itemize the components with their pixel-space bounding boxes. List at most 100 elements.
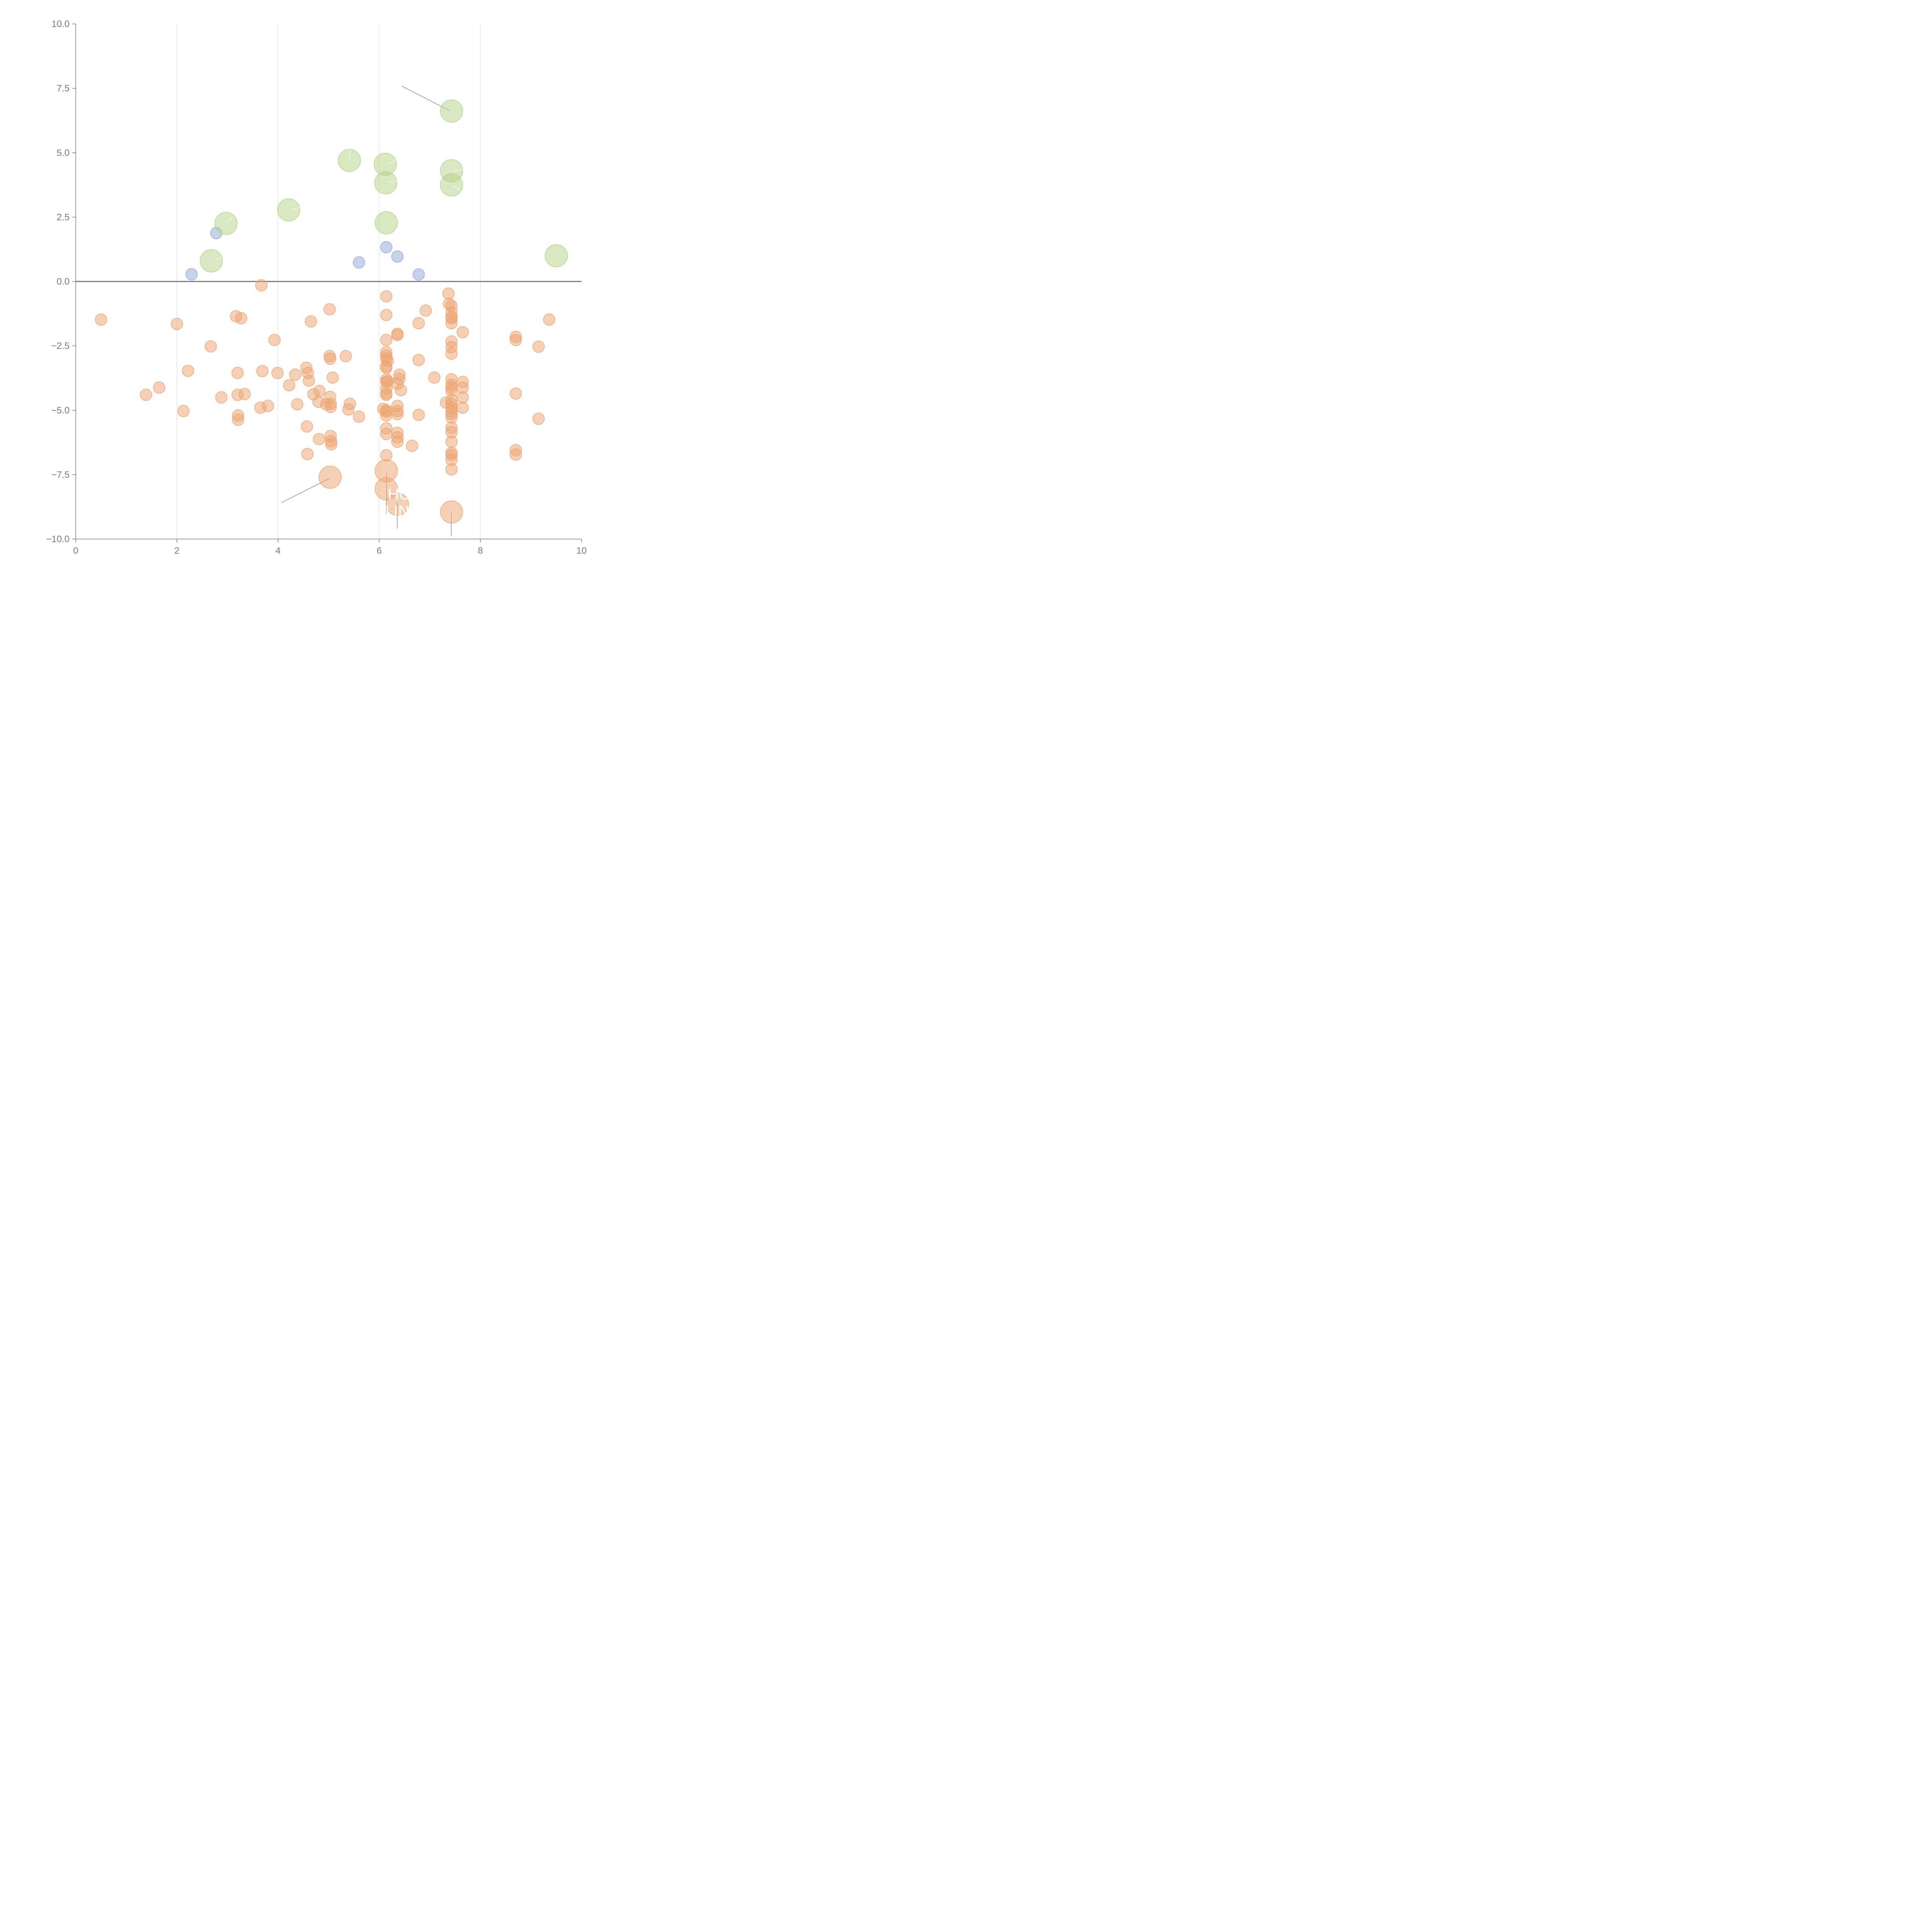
orange-point xyxy=(393,372,406,385)
green-point xyxy=(440,173,463,197)
orange-point xyxy=(140,389,152,401)
green-point xyxy=(200,249,223,272)
y-tick-label: 5.0 xyxy=(57,148,70,158)
orange-point xyxy=(344,398,356,410)
green-point xyxy=(374,171,398,194)
orange-point xyxy=(391,408,404,420)
orange-point xyxy=(420,304,432,317)
orange-point xyxy=(325,438,337,451)
orange-point xyxy=(323,303,336,316)
y-tick-label: 7.5 xyxy=(57,83,70,94)
orange-point xyxy=(380,428,393,440)
orange-point xyxy=(318,466,342,489)
orange-point xyxy=(327,371,339,384)
x-tick-label: 8 xyxy=(478,546,483,556)
orange-point xyxy=(391,435,404,448)
orange-point xyxy=(324,401,337,413)
y-tick-label: −2.5 xyxy=(51,341,70,351)
data-points xyxy=(95,99,568,524)
blue-point xyxy=(380,241,393,253)
orange-point xyxy=(543,313,555,326)
orange-point xyxy=(391,329,404,341)
inner-leader-line xyxy=(387,160,396,164)
orange-point xyxy=(440,500,463,524)
inner-leader-line xyxy=(452,169,463,171)
orange-point xyxy=(313,433,325,446)
orange-point xyxy=(238,388,251,400)
orange-point xyxy=(445,411,458,424)
orange-point xyxy=(412,408,425,421)
inner-leader-line xyxy=(213,257,222,261)
orange-point xyxy=(412,317,425,330)
orange-point xyxy=(395,384,407,396)
orange-point xyxy=(232,413,244,426)
orange-point xyxy=(380,389,393,401)
orange-point xyxy=(171,318,183,330)
orange-point xyxy=(510,448,522,461)
orange-point xyxy=(153,381,165,394)
blue-point xyxy=(353,256,365,269)
inner-leader-line xyxy=(291,207,301,210)
orange-point xyxy=(271,367,284,379)
orange-point xyxy=(301,420,313,433)
green-point xyxy=(544,244,568,267)
y-tick-label: 10.0 xyxy=(51,19,70,29)
green-point xyxy=(277,198,300,221)
orange-point xyxy=(456,326,469,338)
orange-point xyxy=(353,410,365,423)
blue-point xyxy=(412,268,425,281)
orange-point xyxy=(303,374,315,387)
orange-point xyxy=(256,365,269,378)
orange-point xyxy=(380,290,393,303)
orange-point xyxy=(380,409,393,422)
orange-point xyxy=(532,340,545,353)
orange-point xyxy=(340,350,352,362)
x-tick-label: 10 xyxy=(577,546,587,556)
x-tick-label: 2 xyxy=(174,546,179,556)
orange-point xyxy=(456,391,469,404)
orange-point xyxy=(289,369,301,381)
y-tick-label: −7.5 xyxy=(51,469,70,480)
orange-point xyxy=(324,352,337,365)
orange-point xyxy=(231,367,244,379)
inner-leader-line xyxy=(452,185,461,191)
orange-point xyxy=(380,309,393,321)
x-tick-label: 6 xyxy=(377,546,382,556)
orange-point xyxy=(442,287,455,300)
orange-point xyxy=(235,312,247,325)
orange-point xyxy=(255,279,268,292)
orange-point xyxy=(510,387,522,400)
green-point xyxy=(374,211,398,235)
blue-point xyxy=(185,268,198,281)
orange-point xyxy=(381,355,394,367)
orange-point xyxy=(386,493,409,516)
green-point xyxy=(338,149,361,172)
green-point xyxy=(440,99,463,123)
annotation-label: HO xyxy=(388,486,411,503)
orange-point xyxy=(177,405,190,417)
orange-point xyxy=(283,379,296,391)
orange-point xyxy=(445,463,458,476)
y-tick-label: 2.5 xyxy=(57,212,70,223)
orange-point xyxy=(215,391,228,404)
y-tick-label: −5.0 xyxy=(51,405,70,416)
orange-point xyxy=(445,435,458,448)
orange-point xyxy=(510,334,522,346)
orange-point xyxy=(412,354,425,366)
axes: 0 2 4 6 8 10 −10.0 −7.5 −5.0 −2.5 0.0 2.5 5.0 7.5 10.0 xyxy=(46,19,587,556)
orange-point xyxy=(456,401,469,414)
inner-leader-line xyxy=(388,180,398,183)
orange-point xyxy=(445,347,458,360)
inner-leaders xyxy=(213,150,463,261)
x-tick-label: 0 xyxy=(73,546,78,556)
scatter-chart: 0 2 4 6 8 10 −10.0 −7.5 −5.0 −2.5 0.0 2.5 5.0 7.5 10.0… xyxy=(46,19,587,556)
orange-point xyxy=(445,317,458,330)
orange-point xyxy=(268,334,281,346)
orange-point xyxy=(313,385,326,397)
x-tick-label: 4 xyxy=(276,546,281,556)
orange-point xyxy=(532,412,545,425)
y-tick-label: −10.0 xyxy=(46,534,70,544)
orange-point xyxy=(304,315,317,328)
orange-point xyxy=(291,398,304,411)
